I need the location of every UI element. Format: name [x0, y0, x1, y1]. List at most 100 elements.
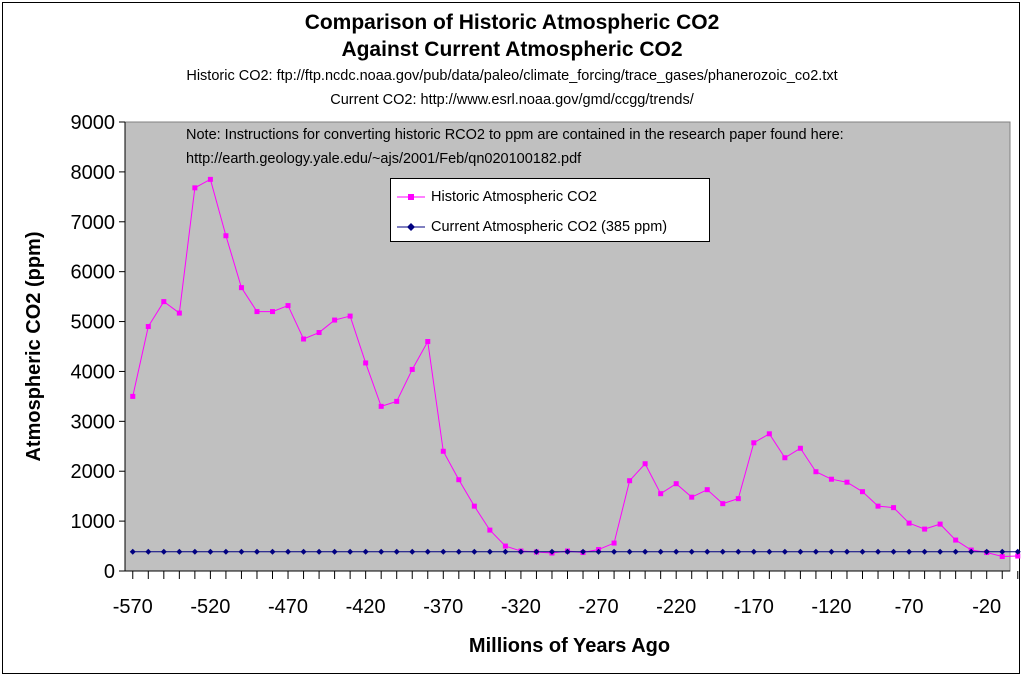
- current-co2-point: [253, 548, 260, 555]
- current-co2-point: [362, 548, 369, 555]
- current-co2-point: [797, 548, 804, 555]
- current-co2-point: [285, 548, 292, 555]
- historic-co2-point: [658, 491, 664, 497]
- current-co2-point: [347, 548, 354, 555]
- historic-co2-point: [145, 324, 151, 330]
- current-co2-point: [1014, 548, 1021, 555]
- historic-co2-point: [891, 505, 897, 511]
- current-co2-point: [580, 548, 587, 555]
- current-co2-point: [300, 548, 307, 555]
- current-co2-point: [657, 548, 664, 555]
- current-co2-point: [176, 548, 183, 555]
- historic-co2-point: [627, 478, 633, 484]
- x-tick-label: -420: [346, 596, 386, 618]
- current-co2-point: [906, 548, 913, 555]
- current-co2-point: [393, 548, 400, 555]
- y-tick-label: 0: [104, 561, 115, 583]
- legend-marker-current-icon: [397, 223, 425, 231]
- historic-co2-point: [347, 313, 353, 319]
- current-co2-point: [828, 548, 835, 555]
- historic-co2-point: [487, 527, 493, 533]
- historic-co2-point: [301, 336, 307, 342]
- historic-co2-point: [130, 393, 136, 399]
- current-co2-point: [471, 548, 478, 555]
- historic-co2-point: [378, 403, 384, 409]
- y-tick-label: 3000: [71, 411, 116, 433]
- current-co2-point: [145, 548, 152, 555]
- current-co2-point: [502, 548, 509, 555]
- historic-co2-point: [316, 330, 322, 336]
- current-co2-point: [937, 548, 944, 555]
- historic-co2-point: [440, 448, 446, 454]
- historic-co2-point: [828, 476, 834, 482]
- historic-co2-point: [673, 481, 679, 487]
- chart-title: Comparison of Historic Atmospheric CO2: [304, 11, 720, 34]
- historic-co2-point: [471, 503, 477, 509]
- current-co2-point: [719, 548, 726, 555]
- current-co2-point: [968, 548, 975, 555]
- current-co2-point: [626, 548, 633, 555]
- current-co2-point: [409, 548, 416, 555]
- current-co2-point: [983, 548, 990, 555]
- current-co2-point: [129, 548, 136, 555]
- current-co2-point: [766, 548, 773, 555]
- historic-co2-point: [409, 366, 415, 372]
- historic-co2-point: [176, 310, 182, 316]
- historic-co2-point: [611, 540, 617, 546]
- current-co2-point: [595, 548, 602, 555]
- current-co2-point: [704, 548, 711, 555]
- x-tick-label: -20: [972, 596, 1001, 618]
- current-co2-point: [455, 548, 462, 555]
- current-co2-point: [890, 548, 897, 555]
- historic-co2-point: [751, 440, 757, 446]
- current-co2-point: [812, 548, 819, 555]
- historic-co2-point: [735, 496, 741, 502]
- legend-label-historic: Historic Atmospheric CO2: [431, 189, 597, 205]
- x-tick-label: -220: [656, 596, 696, 618]
- y-tick-label: 5000: [71, 312, 116, 334]
- x-tick-label: -520: [190, 596, 230, 618]
- historic-co2-point: [394, 398, 400, 404]
- legend-item-current: Current Atmospheric CO2 (385 ppm): [397, 216, 667, 238]
- current-co2-point: [611, 548, 618, 555]
- current-co2-point: [999, 548, 1006, 555]
- historic-co2-point: [797, 445, 803, 451]
- current-co2-point: [238, 548, 245, 555]
- historic-co2-point: [813, 469, 819, 475]
- historic-co2-point: [332, 317, 338, 323]
- current-co2-point: [843, 548, 850, 555]
- x-tick-label: -70: [895, 596, 924, 618]
- historic-co2-point: [192, 185, 198, 191]
- historic-co2-point: [254, 309, 260, 315]
- current-co2-point: [517, 548, 524, 555]
- current-co2-point: [316, 548, 323, 555]
- historic-co2-point: [782, 455, 788, 461]
- current-co2-point: [688, 548, 695, 555]
- current-co2-point: [378, 548, 385, 555]
- current-co2-point: [952, 548, 959, 555]
- current-co2-point: [735, 548, 742, 555]
- current-co2-point: [875, 548, 882, 555]
- historic-co2-point: [860, 489, 865, 495]
- historic-co2-point: [270, 309, 275, 315]
- current-co2-point: [486, 548, 493, 555]
- x-tick-label: -270: [579, 596, 619, 618]
- current-co2-point: [440, 548, 447, 555]
- x-tick-label: -570: [113, 596, 153, 618]
- historic-co2-point: [642, 461, 648, 467]
- historic-co2-point: [238, 285, 244, 291]
- y-tick-label: 1000: [71, 511, 116, 533]
- x-tick-label: -120: [811, 596, 851, 618]
- current-co2-point: [222, 548, 229, 555]
- historic-co2-point: [1015, 553, 1021, 559]
- y-tick-label: 9000: [71, 112, 116, 134]
- legend-marker-historic-icon: [397, 194, 425, 200]
- x-tick-label: -470: [268, 596, 308, 618]
- historic-co2-point: [720, 501, 726, 507]
- note-line-2: http://earth.geology.yale.edu/~ajs/2001/…: [186, 151, 582, 167]
- current-co2-point: [424, 548, 431, 555]
- y-tick-label: 8000: [71, 162, 116, 184]
- historic-co2-point: [456, 477, 462, 483]
- historic-co2-point: [766, 431, 772, 437]
